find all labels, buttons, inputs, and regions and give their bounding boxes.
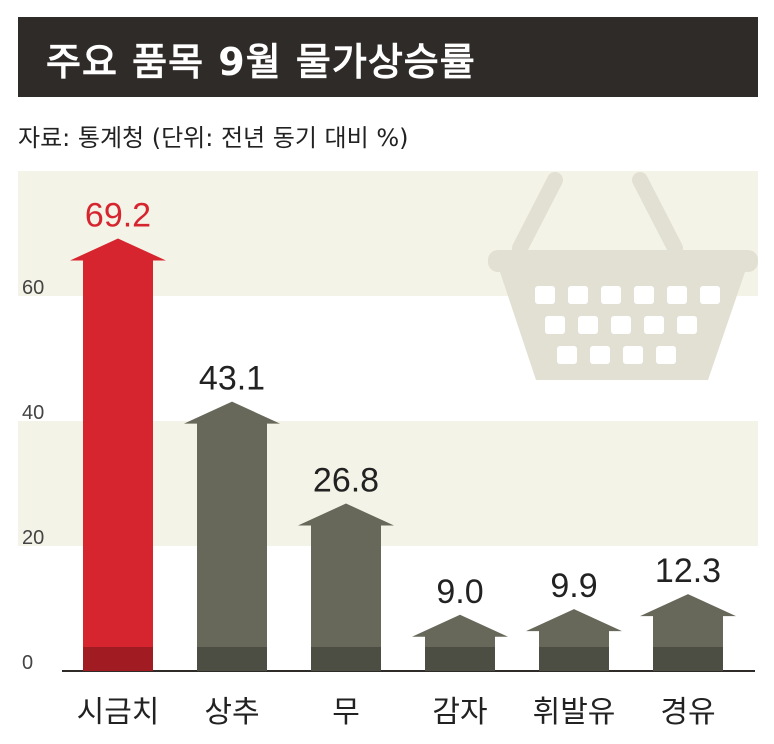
bars	[70, 238, 736, 671]
category-label: 시금치	[77, 695, 160, 730]
shopping-basket-icon	[488, 172, 758, 380]
bar-3	[298, 503, 394, 671]
category-label: 무	[332, 695, 360, 730]
value-label: 9.9	[550, 567, 597, 605]
bar-base-shade	[539, 647, 609, 671]
bar-base-shade	[653, 647, 723, 671]
x-axis-labels: 시금치 상추 무 감자 휘발유 경유	[77, 695, 716, 730]
bar-1	[70, 238, 166, 671]
value-label: 9.0	[436, 573, 483, 611]
bar-2	[184, 401, 280, 671]
bar-5	[526, 609, 622, 671]
value-label: 43.1	[199, 360, 265, 398]
bar-base-shade	[311, 647, 381, 671]
category-label: 휘발유	[533, 695, 616, 730]
bar-base-shade	[197, 647, 267, 671]
chart-title: 주요 품목 9월 물가상승률	[46, 40, 476, 84]
bar-base-shade	[425, 647, 495, 671]
source-note: 자료: 통계청 (단위: 전년 동기 대비 %)	[18, 124, 409, 152]
value-labels: 69.2 43.1 26.8 9.0 9.9 12.3	[85, 197, 721, 611]
y-axis: 0 20 40 60	[22, 277, 44, 674]
category-label: 경유	[660, 695, 715, 730]
title-bar: 주요 품목 9월 물가상승률	[18, 17, 758, 97]
value-label: 26.8	[313, 462, 379, 500]
y-tick-label: 40	[22, 402, 44, 424]
value-label: 12.3	[655, 552, 721, 590]
bar-4	[412, 614, 508, 671]
category-label: 감자	[432, 695, 487, 730]
y-tick-label: 60	[22, 277, 44, 299]
y-tick-label: 20	[22, 527, 44, 549]
bar-6	[640, 594, 736, 671]
value-label: 69.2	[85, 197, 151, 235]
y-tick-label: 0	[22, 652, 33, 674]
bar-base-shade	[83, 647, 153, 671]
category-label: 상추	[204, 695, 259, 730]
